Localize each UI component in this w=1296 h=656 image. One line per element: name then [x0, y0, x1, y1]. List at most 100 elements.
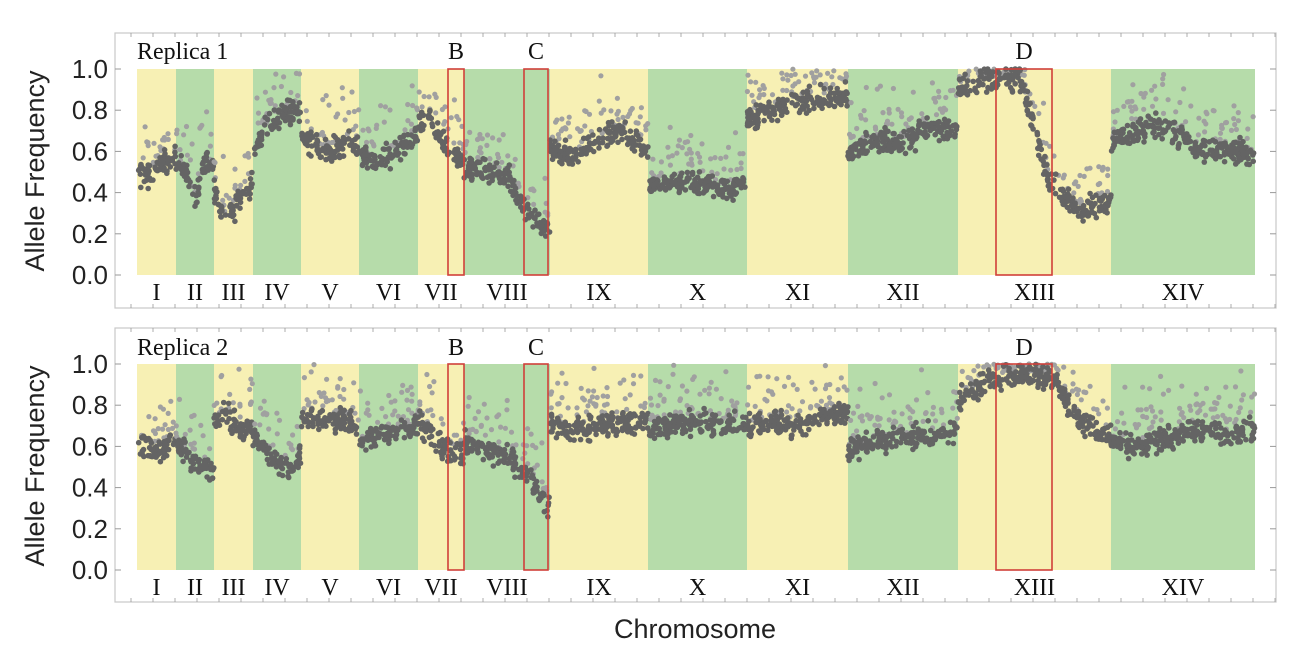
- point-dark: [562, 137, 569, 143]
- point-dark: [838, 419, 844, 426]
- point-light: [152, 416, 158, 422]
- point-light: [835, 387, 841, 393]
- point-light: [604, 385, 610, 391]
- point-dark: [180, 458, 186, 465]
- point-light: [341, 386, 347, 393]
- point-light: [157, 404, 163, 410]
- point-light: [464, 138, 470, 145]
- point-light: [451, 97, 457, 103]
- point-light: [600, 393, 606, 399]
- point-dark: [1155, 125, 1162, 132]
- point-light: [799, 399, 806, 405]
- point-dark: [899, 145, 905, 152]
- point-dark: [337, 424, 343, 430]
- point-light: [525, 426, 531, 432]
- point-dark: [532, 215, 538, 222]
- chromosome-band-VII-replica-1: [418, 69, 464, 275]
- point-light: [1129, 116, 1135, 122]
- point-dark: [1115, 136, 1121, 142]
- point-dark: [503, 170, 509, 177]
- point-light: [714, 171, 720, 177]
- point-light: [643, 127, 649, 133]
- point-dark: [346, 128, 352, 134]
- point-light: [932, 418, 939, 424]
- point-dark: [361, 157, 367, 163]
- point-dark: [478, 173, 485, 180]
- series-chromosome-XIV-replica-2: [1108, 368, 1258, 462]
- point-dark: [362, 151, 369, 158]
- point-dark: [869, 445, 876, 452]
- point-dark: [353, 431, 360, 437]
- point-dark: [429, 123, 436, 130]
- point-dark: [287, 104, 294, 110]
- point-light: [272, 103, 278, 109]
- point-dark: [1012, 81, 1018, 87]
- point-light: [410, 102, 416, 109]
- point-light: [390, 412, 396, 418]
- point-light: [169, 425, 176, 431]
- point-dark: [1071, 407, 1077, 414]
- point-light: [488, 427, 495, 433]
- point-dark: [400, 140, 407, 147]
- point-light: [591, 388, 597, 394]
- point-light: [682, 139, 688, 145]
- point-dark: [696, 419, 703, 425]
- y-tick-label-replica-2: 0.4: [72, 473, 108, 503]
- point-dark: [1171, 119, 1178, 126]
- point-light: [601, 107, 607, 113]
- point-dark: [740, 175, 746, 181]
- point-dark: [185, 176, 192, 183]
- point-dark: [161, 147, 168, 153]
- point-dark: [505, 177, 512, 183]
- point-light: [905, 404, 911, 410]
- point-dark: [973, 89, 980, 96]
- point-dark: [828, 97, 834, 103]
- point-light: [539, 479, 545, 485]
- series-chromosome-I-replica-1: [135, 124, 179, 192]
- point-light: [220, 197, 226, 203]
- point-dark: [856, 150, 863, 156]
- point-dark: [451, 457, 458, 463]
- point-light: [323, 93, 329, 99]
- point-light: [950, 87, 956, 93]
- point-light: [312, 399, 318, 405]
- point-dark: [215, 412, 221, 419]
- point-dark: [220, 399, 227, 406]
- point-light: [1179, 383, 1185, 389]
- point-dark: [1093, 214, 1100, 221]
- series-chromosome-V-replica-1: [299, 85, 362, 164]
- point-dark: [856, 456, 862, 463]
- point-dark: [831, 404, 838, 410]
- point-dark: [313, 415, 319, 421]
- point-dark: [1135, 119, 1142, 125]
- series-chromosome-IX-replica-1: [547, 73, 651, 167]
- point-light: [381, 119, 387, 125]
- point-dark: [837, 97, 844, 104]
- point-dark: [577, 436, 584, 443]
- point-dark: [1017, 78, 1024, 85]
- chromosome-band-XI-replica-2: [747, 364, 848, 570]
- point-dark: [718, 430, 725, 437]
- point-dark: [863, 429, 870, 436]
- point-light: [699, 141, 705, 147]
- point-light: [966, 68, 972, 74]
- point-dark: [677, 178, 684, 184]
- point-light: [891, 409, 897, 415]
- point-light: [697, 391, 703, 397]
- point-light: [378, 103, 384, 109]
- point-dark: [718, 189, 725, 195]
- point-dark: [287, 121, 294, 128]
- point-dark: [936, 137, 943, 144]
- point-dark: [561, 151, 568, 157]
- point-light: [647, 395, 654, 401]
- point-dark: [232, 421, 238, 427]
- point-light: [1158, 417, 1164, 423]
- point-light: [627, 392, 633, 398]
- y-tick-label-replica-1: 0.6: [72, 136, 108, 166]
- point-light: [872, 380, 878, 387]
- point-dark: [586, 144, 592, 150]
- point-dark: [1023, 366, 1030, 373]
- point-dark: [299, 409, 306, 416]
- point-dark: [480, 155, 487, 162]
- point-light: [637, 114, 643, 120]
